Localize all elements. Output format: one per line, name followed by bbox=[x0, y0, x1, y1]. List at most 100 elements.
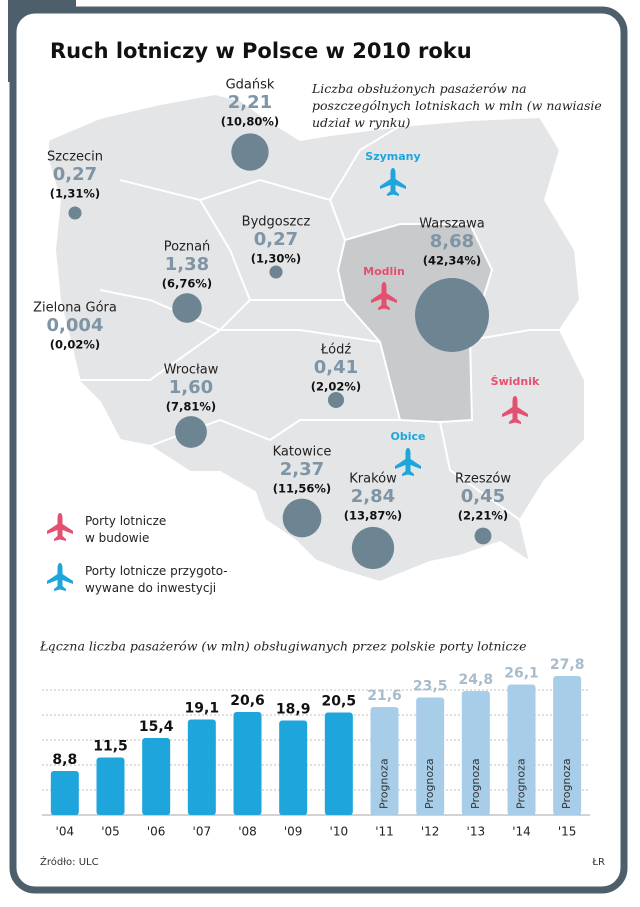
bar-chart-title: Łączna liczba pasażerów (w mln) obsługiw… bbox=[39, 639, 527, 654]
legend-icon bbox=[47, 563, 73, 591]
category-label: '05 bbox=[101, 825, 120, 839]
category-label: '06 bbox=[147, 825, 166, 839]
airport-name: Świdnik bbox=[491, 375, 540, 388]
mazowsze-region bbox=[336, 223, 494, 424]
city-value: 0,27 bbox=[254, 229, 298, 250]
category-label: '07 bbox=[193, 825, 212, 839]
city-name: Warszawa bbox=[419, 217, 485, 232]
bar bbox=[187, 719, 216, 815]
bar bbox=[507, 684, 536, 815]
city-name: Szczecin bbox=[47, 150, 103, 165]
map-subtitle: Liczba obsłużonych pasażerów na poszczeg… bbox=[312, 81, 602, 130]
bubble bbox=[327, 391, 345, 409]
category-label: '11 bbox=[375, 825, 394, 839]
legend-label: Porty lotnicze w budowie bbox=[85, 514, 167, 545]
credit: ŁR bbox=[591, 857, 605, 868]
category-label: '09 bbox=[284, 825, 303, 839]
value-label: 15,4 bbox=[139, 719, 174, 735]
city-share: (1,31%) bbox=[50, 187, 100, 201]
city-name: Kraków bbox=[349, 472, 397, 487]
city-share: (13,87%) bbox=[344, 509, 402, 523]
bubble bbox=[231, 133, 269, 171]
city-share: (11,56%) bbox=[273, 482, 331, 496]
airport-name: Obice bbox=[391, 430, 426, 443]
value-label: 26,1 bbox=[504, 666, 539, 682]
airport-icon bbox=[502, 396, 528, 424]
value-label: 8,8 bbox=[52, 752, 77, 768]
value-label: 19,1 bbox=[185, 701, 220, 717]
city-share: (6,76%) bbox=[162, 277, 212, 291]
city-value: 1,38 bbox=[165, 254, 209, 275]
bubble bbox=[175, 416, 207, 448]
bar-label: Prognoza bbox=[515, 758, 528, 809]
city-value: 2,37 bbox=[280, 459, 324, 480]
value-label: 11,5 bbox=[93, 739, 128, 755]
bubble bbox=[74, 344, 76, 346]
airport-icon bbox=[371, 282, 397, 310]
value-label: 21,6 bbox=[367, 688, 402, 704]
city-value: 2,21 bbox=[228, 92, 272, 113]
value-label: 18,9 bbox=[276, 702, 311, 718]
bar bbox=[416, 697, 445, 815]
value-label: 20,6 bbox=[230, 693, 265, 709]
bar bbox=[553, 676, 582, 815]
airport-icon bbox=[395, 448, 421, 476]
city-share: (1,30%) bbox=[251, 252, 301, 266]
bar bbox=[370, 707, 399, 815]
value-label: 24,8 bbox=[459, 672, 494, 688]
bar bbox=[324, 712, 353, 815]
city-name: Poznań bbox=[164, 240, 211, 255]
airport-icon bbox=[380, 168, 406, 196]
bar bbox=[279, 720, 308, 815]
source: Źródło: ULC bbox=[40, 855, 99, 868]
bubble bbox=[415, 278, 489, 352]
bubble bbox=[68, 206, 82, 220]
map-outline bbox=[47, 92, 586, 584]
city-name: Rzeszów bbox=[455, 472, 511, 487]
bubble bbox=[351, 526, 395, 570]
category-label: '13 bbox=[467, 825, 486, 839]
title: Ruch lotniczy w Polsce w 2010 roku bbox=[50, 39, 472, 63]
airport-name: Szymany bbox=[365, 150, 420, 163]
city-value: 2,84 bbox=[351, 486, 395, 507]
bar bbox=[96, 757, 125, 815]
bar bbox=[142, 738, 171, 815]
bubble bbox=[269, 265, 283, 279]
bar-label: Prognoza bbox=[378, 758, 391, 809]
city-value: 0,27 bbox=[53, 164, 97, 185]
bar-label: Prognoza bbox=[423, 758, 436, 809]
category-label: '10 bbox=[330, 825, 349, 839]
value-label: 27,8 bbox=[550, 657, 585, 673]
bar bbox=[233, 712, 262, 815]
city-value: 0,45 bbox=[461, 486, 505, 507]
value-label: 23,5 bbox=[413, 679, 448, 695]
bar-label: Prognoza bbox=[469, 758, 482, 809]
bubble bbox=[282, 498, 322, 538]
city-value: 1,60 bbox=[169, 377, 213, 398]
city-share: (2,02%) bbox=[311, 380, 361, 394]
city-name: Zielona Góra bbox=[33, 301, 117, 316]
airport-name: Modlin bbox=[363, 265, 405, 278]
city-value: 0,004 bbox=[47, 315, 104, 336]
category-label: '04 bbox=[56, 825, 75, 839]
city-share: (7,81%) bbox=[166, 400, 216, 414]
city-name: Katowice bbox=[273, 445, 332, 460]
city-name: Wrocław bbox=[164, 363, 219, 378]
category-label: '08 bbox=[238, 825, 257, 839]
city-value: 8,68 bbox=[430, 231, 474, 252]
city-name: Bydgoszcz bbox=[242, 215, 311, 230]
city-name: Łódź bbox=[320, 343, 352, 358]
city-share: (42,34%) bbox=[423, 254, 481, 268]
legend-label: Porty lotnicze przygoto- wywane do inwes… bbox=[85, 564, 228, 595]
bar-label: Prognoza bbox=[560, 758, 573, 809]
bubble bbox=[172, 293, 202, 323]
city-share: (10,80%) bbox=[221, 115, 279, 129]
category-label: '15 bbox=[558, 825, 577, 839]
legend-icon bbox=[47, 513, 73, 541]
city-name: Gdańsk bbox=[226, 78, 275, 93]
value-label: 20,5 bbox=[322, 694, 357, 710]
city-share: (2,21%) bbox=[458, 509, 508, 523]
bar bbox=[461, 691, 490, 815]
